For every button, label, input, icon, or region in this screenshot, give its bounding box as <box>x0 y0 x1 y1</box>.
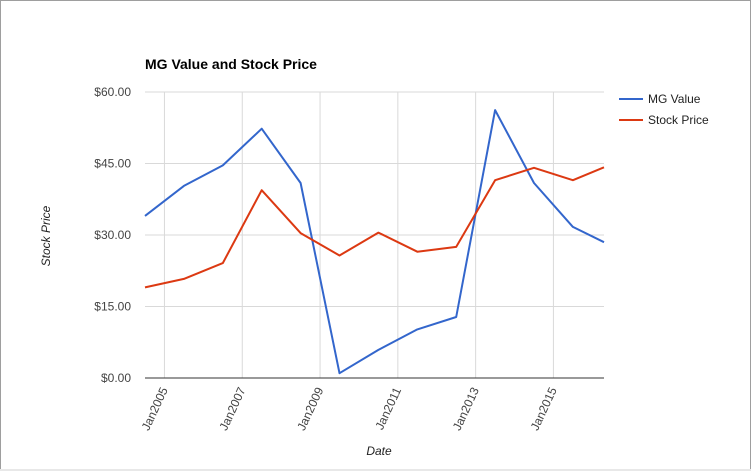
y-tick-label: $30.00 <box>94 228 131 242</box>
series-layer <box>144 109 605 375</box>
x-tick-label: Jan2007 <box>216 385 248 433</box>
y-tick-label: $60.00 <box>94 85 131 99</box>
gridlines <box>145 91 604 378</box>
x-tick-label: Jan2013 <box>450 385 482 433</box>
legend-label: MG Value <box>648 92 701 106</box>
y-tick-label: $45.00 <box>94 157 131 171</box>
x-axis-title: Date <box>366 444 392 458</box>
x-tick-label: Jan2005 <box>139 385 171 433</box>
x-tick-label: Jan2015 <box>528 385 560 433</box>
series-line-stock-price <box>144 166 605 289</box>
y-tick-label: $0.00 <box>101 371 131 385</box>
y-axis-title: Stock Price <box>39 205 53 266</box>
y-tick-label: $15.00 <box>94 300 131 314</box>
x-axis-ticks: Jan2005 Jan2007 Jan2009 Jan2011 Jan2013 Jan20… <box>139 385 560 433</box>
y-axis-ticks: $0.00 $15.00 $30.00 $45.00 $60.00 <box>94 85 131 385</box>
page-edge <box>0 469 751 471</box>
chart-title: MG Value and Stock Price <box>145 56 317 72</box>
legend: MG Value Stock Price <box>619 92 709 127</box>
x-tick-label: Jan2011 <box>372 385 404 432</box>
legend-label: Stock Price <box>648 113 709 127</box>
x-tick-label: Jan2009 <box>294 385 326 433</box>
series-line-mg-value <box>144 109 605 375</box>
